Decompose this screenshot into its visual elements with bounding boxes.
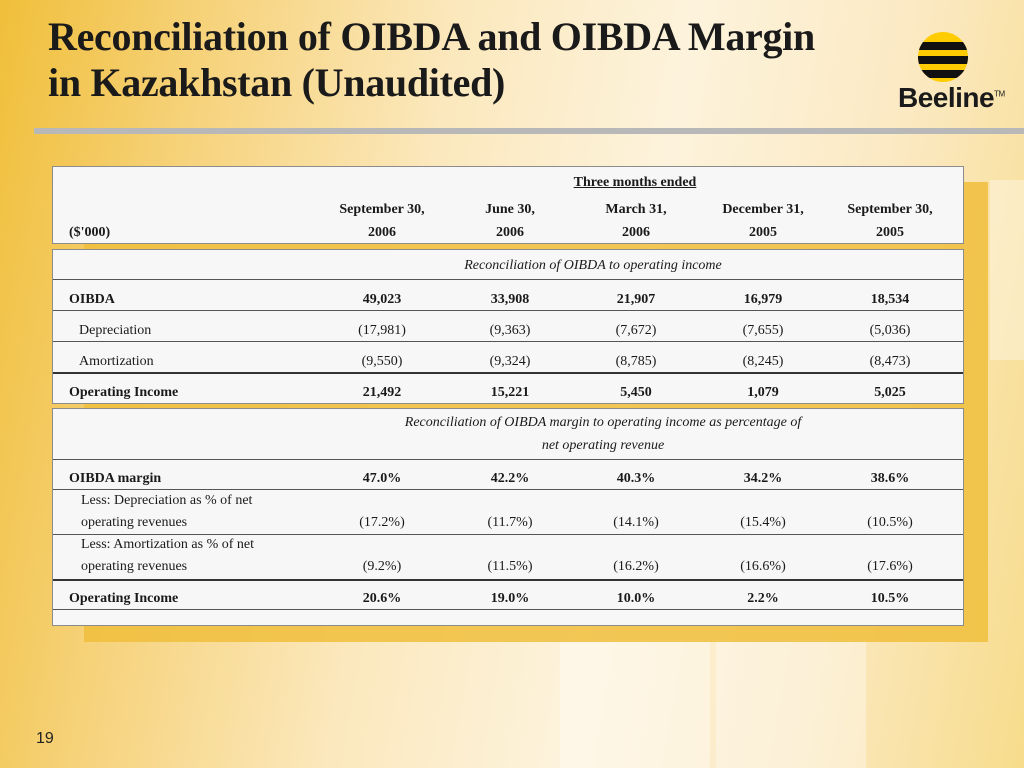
table-cell: 21,907 <box>616 292 656 307</box>
table-cell: 19.0% <box>490 591 530 606</box>
table-cell: 10.5% <box>870 591 910 606</box>
table-cell: (9,324) <box>489 354 531 369</box>
logo-text: BeelineTM <box>898 82 1005 113</box>
section-caption: Reconciliation of OIBDA to operating inc… <box>464 258 722 273</box>
oibda-reconciliation-section: Reconciliation of OIBDA to operating inc… <box>52 249 964 404</box>
table-cell: (8,245) <box>742 354 784 369</box>
table-cell: 40.3% <box>616 471 656 486</box>
table-cell: (14.1%) <box>613 515 659 530</box>
page-number: 19 <box>36 730 54 747</box>
title-line-1: Reconciliation of OIBDA and OIBDA Margin <box>48 14 815 59</box>
table-cell: (9,550) <box>361 354 403 369</box>
table-cell: (5,036) <box>869 323 911 338</box>
section-caption: Reconciliation of OIBDA margin to operat… <box>404 415 802 430</box>
background-panel <box>716 640 866 768</box>
table-cell: (15.4%) <box>740 515 786 530</box>
table-cell: 1,079 <box>747 385 779 400</box>
table-cell: (11.7%) <box>487 515 533 530</box>
title-line-2: in Kazakhstan (Unaudited) <box>48 60 506 105</box>
unit-label: ($'000) <box>69 225 111 240</box>
table-cell: 5,025 <box>874 385 906 400</box>
row-label: Less: Depreciation as % of net <box>81 493 253 508</box>
table-cell: (8,785) <box>615 354 657 369</box>
table-cell: (9,363) <box>489 323 531 338</box>
column-header: 2005 <box>876 225 904 240</box>
table-cell: 34.2% <box>743 471 783 486</box>
table-header: Three months ended ($'000) September 30,… <box>52 166 964 244</box>
row-label: Less: Amortization as % of net <box>81 537 255 552</box>
row-label: OIBDA <box>69 292 115 307</box>
column-header: 2006 <box>622 225 650 240</box>
column-header: September 30, <box>339 202 425 217</box>
table-cell: 15,221 <box>490 385 530 400</box>
table-cell: (11.5%) <box>487 559 533 574</box>
beeline-logo: BeelineTM <box>898 30 1008 120</box>
slide-title: Reconciliation of OIBDA and OIBDA Margin… <box>48 14 815 106</box>
table-cell: 21,492 <box>362 385 402 400</box>
column-header: 2006 <box>496 225 524 240</box>
section-caption: net operating revenue <box>541 438 665 453</box>
table-cell: 33,908 <box>490 292 530 307</box>
table-cell: (7,655) <box>742 323 784 338</box>
row-label: OIBDA margin <box>69 471 162 486</box>
column-header: June 30, <box>485 202 535 217</box>
background-panel <box>560 640 710 768</box>
table-cell: 20.6% <box>362 591 402 606</box>
table-cell: 49,023 <box>362 292 402 307</box>
table-cell: (9.2%) <box>362 559 402 574</box>
table-cell: (17.6%) <box>867 559 913 574</box>
row-label: Depreciation <box>79 323 152 338</box>
table-cell: 18,534 <box>870 292 910 307</box>
column-header: March 31, <box>605 202 667 217</box>
table-cell: (17,981) <box>358 323 406 338</box>
table-cell: (7,672) <box>615 323 657 338</box>
title-divider <box>34 128 1024 134</box>
background-panel <box>990 180 1024 360</box>
row-label: operating revenues <box>81 559 188 574</box>
row-label: Operating Income <box>69 385 179 400</box>
row-label: Operating Income <box>69 591 179 606</box>
column-header: September 30, <box>847 202 933 217</box>
table-cell: (16.6%) <box>740 559 786 574</box>
row-label: Amortization <box>79 354 154 369</box>
column-header: 2006 <box>368 225 396 240</box>
table-cell: 47.0% <box>362 471 402 486</box>
table-cell: 42.2% <box>490 471 530 486</box>
row-label: operating revenues <box>81 515 188 530</box>
table-cell: (16.2%) <box>613 559 659 574</box>
table-cell: 2.2% <box>747 591 779 606</box>
oibda-margin-reconciliation-section: Reconciliation of OIBDA margin to operat… <box>52 408 964 626</box>
table-cell: 5,450 <box>620 385 652 400</box>
beeline-ball-icon <box>918 32 968 82</box>
table-cell: (17.2%) <box>359 515 405 530</box>
table-cell: 10.0% <box>616 591 656 606</box>
period-header: Three months ended <box>573 175 697 190</box>
table-cell: (10.5%) <box>867 515 913 530</box>
table-cell: (8,473) <box>869 354 911 369</box>
column-header: 2005 <box>749 225 777 240</box>
column-header: December 31, <box>722 202 804 217</box>
table-cell: 38.6% <box>870 471 910 486</box>
table-cell: 16,979 <box>743 292 783 307</box>
